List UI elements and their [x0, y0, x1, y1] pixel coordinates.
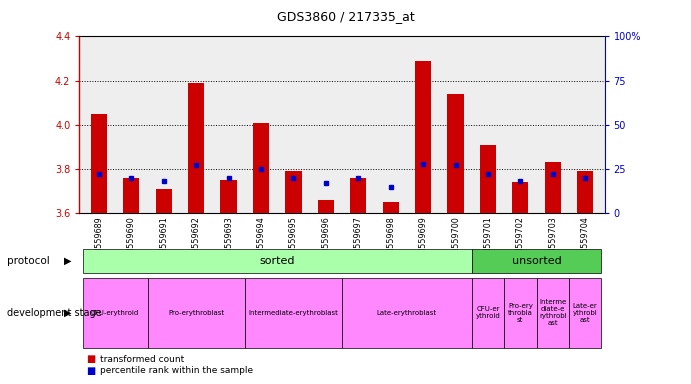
Text: GDS3860 / 217335_at: GDS3860 / 217335_at	[276, 10, 415, 23]
Text: GSM559704: GSM559704	[580, 216, 589, 265]
Bar	[220, 180, 237, 213]
Text: sorted: sorted	[259, 256, 295, 266]
Bar	[83, 278, 148, 348]
Text: GSM559697: GSM559697	[354, 216, 363, 265]
Text: GSM559695: GSM559695	[289, 216, 298, 265]
Text: Pro-erythroblast: Pro-erythroblast	[168, 310, 225, 316]
Text: GSM559703: GSM559703	[548, 216, 557, 265]
Text: ■: ■	[86, 354, 95, 364]
Bar	[123, 178, 140, 213]
Text: GSM559701: GSM559701	[484, 216, 493, 265]
Bar	[569, 278, 601, 348]
Text: GSM559690: GSM559690	[127, 216, 136, 265]
Bar	[285, 171, 301, 213]
Text: GSM559702: GSM559702	[516, 216, 525, 265]
Bar	[155, 189, 172, 213]
Bar	[545, 162, 561, 213]
Text: GSM559692: GSM559692	[191, 216, 200, 265]
Text: development stage: development stage	[7, 308, 102, 318]
Text: GSM559698: GSM559698	[386, 216, 395, 265]
Text: transformed count: transformed count	[100, 354, 184, 364]
Text: ■: ■	[86, 366, 95, 376]
Text: ▶: ▶	[64, 256, 71, 266]
Bar	[318, 200, 334, 213]
Bar	[447, 94, 464, 213]
Text: Interme
diate-e
rythrobl
ast: Interme diate-e rythrobl ast	[539, 300, 567, 326]
Bar	[188, 83, 205, 213]
Bar	[472, 278, 504, 348]
Text: GSM559691: GSM559691	[159, 216, 168, 265]
Bar	[480, 145, 496, 213]
Text: ▶: ▶	[64, 308, 71, 318]
Bar	[148, 278, 245, 348]
Bar	[472, 249, 601, 273]
Bar	[504, 278, 536, 348]
Bar	[350, 178, 366, 213]
Text: GSM559699: GSM559699	[419, 216, 428, 265]
Text: Pro-ery
throbla
st: Pro-ery throbla st	[508, 303, 533, 323]
Text: unsorted: unsorted	[511, 256, 561, 266]
Text: GSM559700: GSM559700	[451, 216, 460, 265]
Bar	[83, 249, 472, 273]
Text: protocol: protocol	[7, 256, 50, 266]
Bar	[253, 122, 269, 213]
Text: CFU-erythroid: CFU-erythroid	[91, 310, 140, 316]
Bar	[383, 202, 399, 213]
Text: GSM559696: GSM559696	[321, 216, 330, 265]
Text: percentile rank within the sample: percentile rank within the sample	[100, 366, 254, 375]
Text: GSM559694: GSM559694	[256, 216, 265, 265]
Text: Late-erythroblast: Late-erythroblast	[377, 310, 437, 316]
Bar	[245, 278, 342, 348]
Text: GSM559689: GSM559689	[95, 216, 104, 265]
Text: Intermediate-erythroblast: Intermediate-erythroblast	[249, 310, 339, 316]
Bar	[342, 278, 472, 348]
Bar	[91, 114, 107, 213]
Text: GSM559693: GSM559693	[224, 216, 233, 265]
Bar	[415, 61, 431, 213]
Text: Late-er
ythrobl
ast: Late-er ythrobl ast	[573, 303, 598, 323]
Bar	[512, 182, 529, 213]
Text: CFU-er
ythroid: CFU-er ythroid	[475, 306, 500, 319]
Bar	[577, 171, 594, 213]
Bar	[536, 278, 569, 348]
